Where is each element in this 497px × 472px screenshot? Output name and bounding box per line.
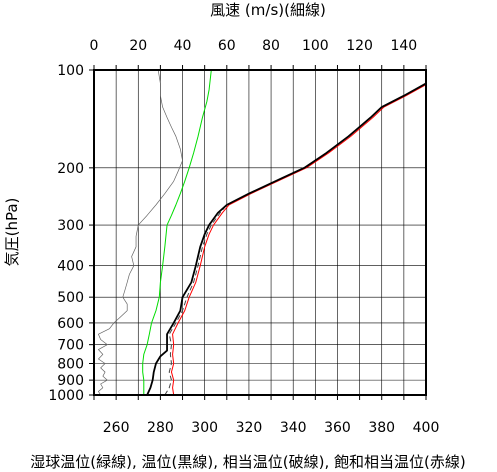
series-group: [98, 70, 426, 395]
tick-label-pressure-400: 400: [57, 259, 84, 275]
plot-frame: [93, 69, 427, 396]
tick-label-pressure-600: 600: [57, 316, 84, 332]
tick-label-temp-340: 340: [280, 420, 307, 436]
tick-label-pressure-500: 500: [57, 290, 84, 306]
tick-label-wind-40: 40: [174, 38, 192, 54]
tick-label-wind-120: 120: [346, 38, 373, 54]
tick-label-temp-380: 380: [368, 420, 395, 436]
tick-label-temp-400: 400: [413, 420, 440, 436]
tick-label-wind-80: 80: [262, 38, 280, 54]
chart-title-top: 風速 (m/s)(細線): [210, 1, 326, 19]
tick-label-pressure-900: 900: [57, 373, 84, 389]
tick-label-temp-320: 320: [236, 420, 263, 436]
series-line-potential-temperature: [146, 82, 426, 395]
tick-label-wind-60: 60: [218, 38, 236, 54]
tick-label-pressure-200: 200: [57, 161, 84, 177]
tick-label-pressure-800: 800: [57, 357, 84, 373]
tick-label-pressure-700: 700: [57, 338, 84, 354]
tick-label-pressure-300: 300: [57, 218, 84, 234]
tick-label-wind-100: 100: [302, 38, 329, 54]
series-line-wind-speed: [98, 70, 183, 395]
tick-label-wind-140: 140: [390, 38, 417, 54]
x-axis-label-bottom: 湿球温位(緑線), 温位(黒線), 相当温位(破線), 飽和相当温位(赤線): [30, 453, 465, 471]
tick-label-pressure-100: 100: [57, 63, 84, 79]
series-line-saturated-equivalent-potential-temperature: [170, 84, 426, 395]
tick-label-temp-300: 300: [191, 420, 218, 436]
tick-label-pressure-1000: 1000: [48, 388, 84, 404]
y-axis-label: 気圧(hPa): [3, 198, 21, 267]
tick-label-wind-0: 0: [90, 38, 99, 54]
tick-label-temp-360: 360: [324, 420, 351, 436]
ticks: [89, 65, 427, 400]
tick-label-wind-20: 20: [129, 38, 147, 54]
tick-label-temp-280: 280: [147, 420, 174, 436]
series-line-wet-bulb-potential-temperature: [142, 70, 212, 395]
tick-label-temp-260: 260: [103, 420, 130, 436]
